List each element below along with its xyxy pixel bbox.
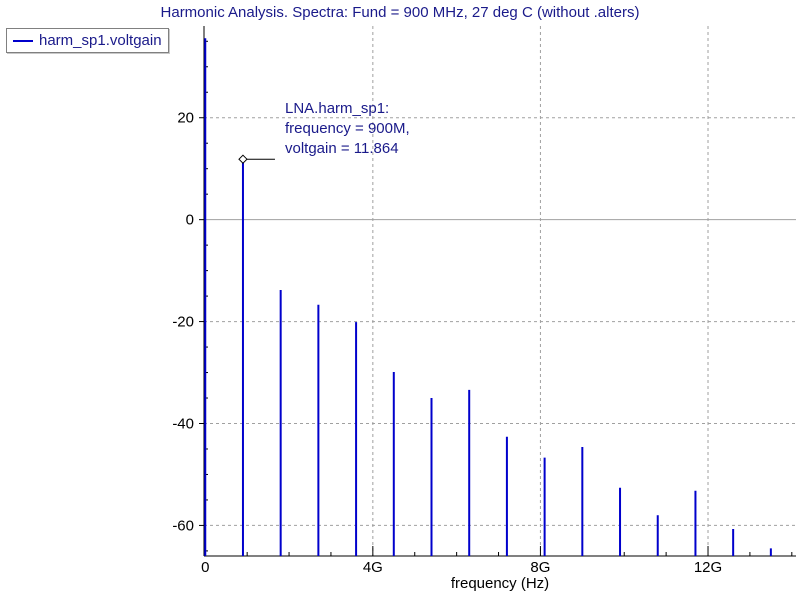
y-tick-label: -40 — [172, 416, 194, 433]
y-tick-label: -20 — [172, 314, 194, 331]
ticks: 20 0 -20 -40 -60 0 4G 8G 12G — [172, 40, 793, 576]
x-tick-label: 0 — [201, 559, 209, 576]
axes — [203, 26, 796, 557]
annotation-line: frequency = 900M, — [285, 120, 410, 137]
y-tick-label: -60 — [172, 517, 194, 534]
x-axis-label: frequency (Hz) — [451, 575, 549, 592]
x-tick-label: 12G — [694, 559, 722, 576]
annotation-marker — [238, 154, 248, 164]
annotation-line: voltgain = 11.864 — [285, 140, 399, 157]
series-harm-sp1-voltgain — [204, 38, 772, 556]
y-tick-label: 0 — [186, 212, 194, 229]
legend-entry-label: harm_sp1.voltgain — [39, 32, 162, 49]
x-tick-label: 8G — [530, 559, 550, 576]
annotation: LNA.harm_sp1: frequency = 900M, voltgain =… — [238, 100, 410, 164]
legend-swatch — [13, 39, 33, 42]
x-tick-label: 4G — [363, 559, 383, 576]
legend: harm_sp1.voltgain — [6, 28, 169, 53]
y-tick-label: 20 — [177, 110, 194, 127]
chart-title: Harmonic Analysis. Spectra: Fund = 900 M… — [160, 4, 640, 21]
annotation-line: LNA.harm_sp1: — [285, 100, 389, 117]
grid — [204, 26, 796, 556]
